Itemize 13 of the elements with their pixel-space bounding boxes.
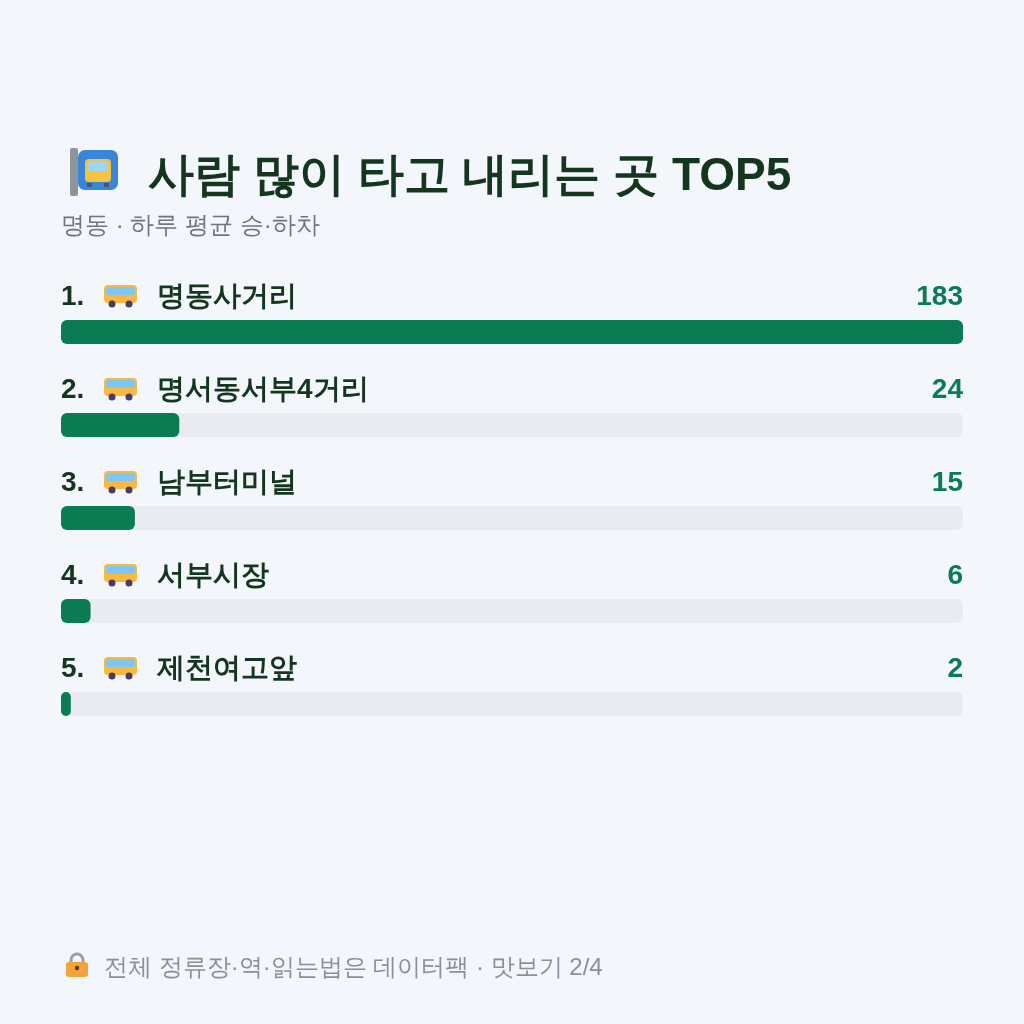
data-label: 2	[947, 652, 963, 683]
data-label: 6	[947, 559, 963, 590]
chart-title: 사람 많이 타고 내리는 곳 TOP5	[148, 148, 792, 200]
category-label: 3. 남부터미널	[61, 466, 297, 497]
data-label: 183	[916, 280, 963, 311]
chart-subtitle: 명동 · 하루 평균 승·하차	[61, 211, 320, 238]
category-label: 1. 명동사거리	[61, 280, 297, 311]
category-label: 2. 명서동서부4거리	[61, 373, 369, 404]
data-label: 24	[931, 373, 964, 404]
category-label: 5. 제천여고앞	[61, 652, 297, 683]
category-label: 4. 서부시장	[61, 559, 269, 590]
text: 전체 정류장·역·읽는법은 데이터팩 · 맛보기 2/4	[104, 953, 603, 980]
data-label: 15	[931, 466, 963, 497]
